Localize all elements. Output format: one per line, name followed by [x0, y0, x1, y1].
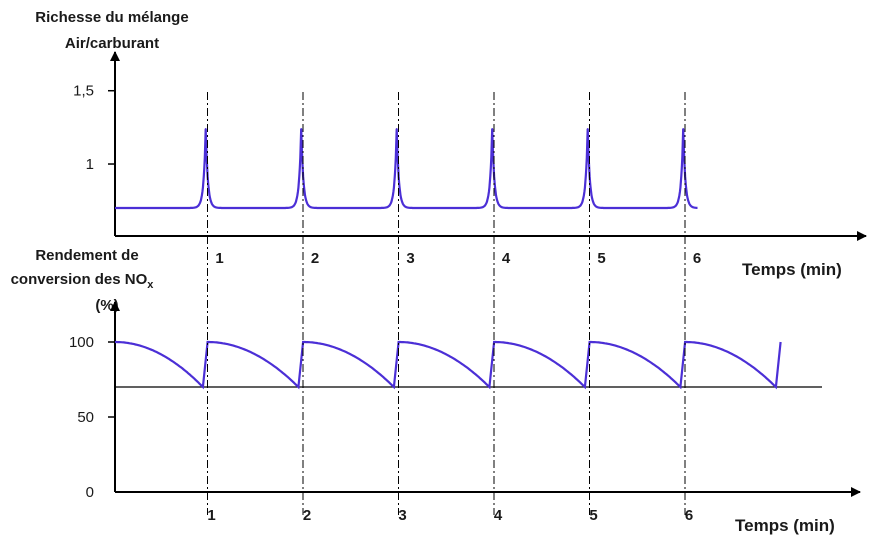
top-series: [115, 128, 698, 210]
top-xtick-label: 5: [597, 250, 605, 267]
top-series-line: [115, 128, 698, 210]
top-series-peak-6: [682, 128, 685, 130]
bottom-xtick-label: 3: [398, 507, 406, 524]
top-xtick-label: 3: [406, 250, 414, 267]
top-xtick-label: 2: [311, 250, 319, 267]
top-ytick-label: 1: [86, 156, 94, 173]
top-chart: Richesse du mélange Air/carburant Temps …: [35, 9, 867, 279]
top-series-peak-3: [395, 128, 398, 130]
top-xtick-label: 1: [215, 250, 223, 267]
bottom-ylabel-line-1: Rendement de: [35, 247, 138, 264]
top-xtick-label: 4: [502, 250, 511, 267]
bottom-ticks: 0 50 100 1 2 3 4 5 6: [69, 334, 693, 524]
top-xtick-label: 6: [693, 250, 701, 267]
bottom-ylabel-subscript: x: [147, 279, 154, 291]
bottom-xtick-label: 6: [685, 507, 693, 524]
bottom-xlabel: Temps (min): [735, 516, 835, 535]
bottom-xtick-label: 2: [303, 507, 311, 524]
bottom-xtick-label: 5: [589, 507, 597, 524]
bottom-ytick-label: 0: [86, 484, 94, 501]
top-ylabel-line-1: Richesse du mélange: [35, 9, 188, 26]
bottom-ylabel-line-2-text: conversion des NO: [11, 271, 148, 288]
top-series-peak-2: [300, 128, 303, 130]
time-guides: [207, 92, 686, 515]
top-series-peak-5: [586, 128, 589, 130]
bottom-series: [115, 340, 822, 390]
bottom-chart: Rendement de conversion des NOx (%) Temp…: [11, 247, 861, 535]
top-xlabel: Temps (min): [742, 260, 842, 279]
top-series-peak-1: [204, 128, 207, 130]
top-ticks: 1 1,5 1 2 3 4 5 6: [73, 83, 701, 267]
top-series-peak-4: [491, 128, 494, 130]
bottom-xtick-label: 1: [207, 507, 215, 524]
bottom-ytick-label: 50: [77, 409, 94, 426]
top-ylabel-line-2: Air/carburant: [65, 35, 159, 52]
top-ytick-label: 1,5: [73, 83, 94, 100]
bottom-xtick-label: 4: [494, 507, 503, 524]
bottom-ylabel-line-2: conversion des NOx: [11, 271, 155, 291]
bottom-ytick-label: 100: [69, 334, 94, 351]
bottom-series-line: [115, 340, 782, 390]
